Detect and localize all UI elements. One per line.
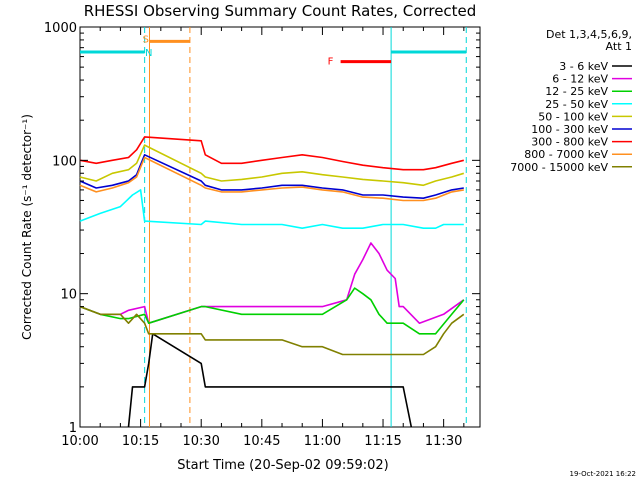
legend-label: 300 - 800 keV xyxy=(531,136,608,149)
plot-area: SN F xyxy=(79,26,481,428)
x-tick-label: 10:00 xyxy=(61,434,98,449)
series-line-800-7000-kev-kev xyxy=(79,156,464,202)
series-line-7000-15000-kev-kev xyxy=(79,305,465,356)
x-tick-label: 11:00 xyxy=(304,434,341,449)
x-tick-label: 11:30 xyxy=(425,434,462,449)
legend-label: 50 - 100 keV xyxy=(538,110,608,123)
series-line-6-12-kev-kev xyxy=(79,242,465,325)
series-lines xyxy=(79,136,465,428)
marker-label: S xyxy=(143,34,149,45)
legend-label: 12 - 25 keV xyxy=(545,85,608,98)
series-line-300-800-kev-kev xyxy=(79,136,464,171)
legend-header: Att 1 xyxy=(606,40,632,53)
x-axis-label: Start Time (20-Sep-02 09:59:02) xyxy=(177,458,388,473)
x-axis: 10:00 10:15 10:30 10:45 11:00 11:15 11:30 xyxy=(61,27,465,449)
series-line-100-300-kev-kev xyxy=(79,154,464,199)
x-tick-label: 11:15 xyxy=(364,434,401,449)
legend-label: 3 - 6 keV xyxy=(559,60,608,73)
x-tick-label: 10:45 xyxy=(243,434,280,449)
legend-label: 7000 - 15000 keV xyxy=(510,161,608,174)
y-axis-label: Corrected Count Rate (s⁻¹ detector⁻¹) xyxy=(20,114,34,340)
series-line-50-100-kev-kev xyxy=(79,144,465,187)
y-tick-label: 1 xyxy=(69,421,77,436)
series-line-25-50-kev-kev xyxy=(79,189,464,229)
legend-header: Det 1,3,4,5,6,9, xyxy=(546,28,632,41)
series-line-12-25-kev-kev xyxy=(79,287,465,335)
y-axis: 1 10 100 1000 xyxy=(44,21,480,436)
chart-title: RHESSI Observing Summary Count Rates, Co… xyxy=(84,2,477,20)
x-tick-label: 10:30 xyxy=(182,434,219,449)
plot-frame xyxy=(79,26,481,428)
marker-label: F xyxy=(328,57,334,68)
marker-label: N xyxy=(145,48,152,59)
legend-label: 25 - 50 keV xyxy=(545,98,608,111)
x-tick-label: 10:15 xyxy=(122,434,159,449)
series-line-3-6-kev-kev xyxy=(127,332,413,428)
legend-label: 6 - 12 keV xyxy=(552,73,608,86)
annotations: SN F xyxy=(80,27,467,427)
y-tick-label: 100 xyxy=(52,154,77,169)
y-tick-label: 1000 xyxy=(44,21,77,36)
footer-timestamp: 19-Oct-2021 16:22 xyxy=(570,470,636,478)
legend-label: 800 - 7000 keV xyxy=(524,148,608,161)
legend-label: 100 - 300 keV xyxy=(531,123,608,136)
y-tick-label: 10 xyxy=(60,288,77,303)
